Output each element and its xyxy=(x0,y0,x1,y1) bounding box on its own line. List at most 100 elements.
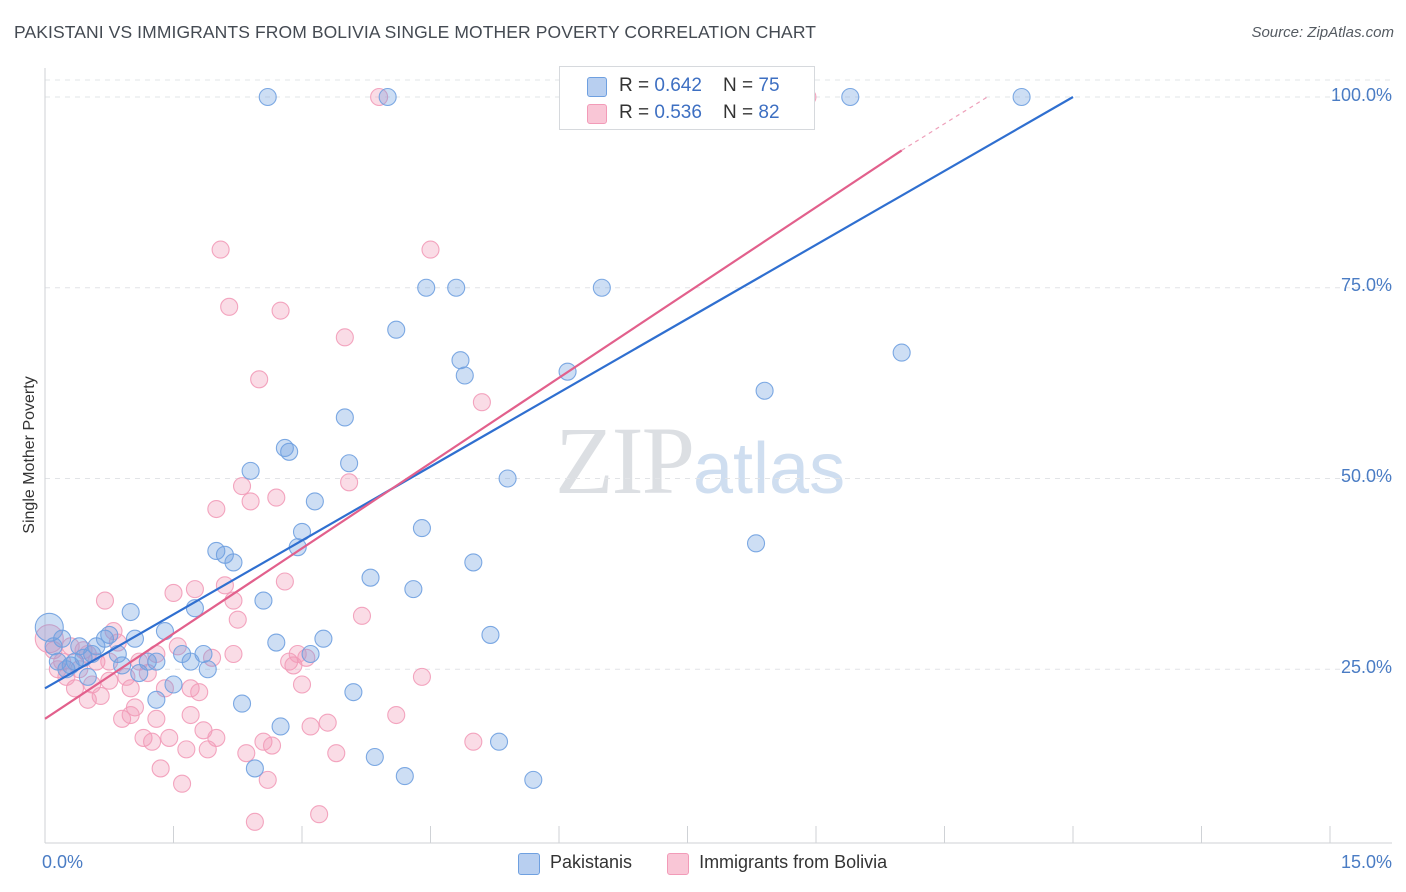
pakistanis-point xyxy=(207,541,226,561)
bolivia-point xyxy=(207,728,226,747)
bolivia-point xyxy=(181,705,200,725)
bolivia-point xyxy=(258,770,277,789)
series-pakistanis-points xyxy=(34,87,1031,789)
bolivia-point xyxy=(412,667,431,686)
pakistanis-point xyxy=(451,351,470,370)
bolivia-point xyxy=(271,301,290,320)
bolivia-point xyxy=(232,477,252,496)
bolivia-point xyxy=(190,683,209,702)
legend-r-label: R = xyxy=(619,75,655,96)
pakistanis-point xyxy=(387,320,406,339)
pakistanis-point xyxy=(34,612,64,642)
source-credit: Source: ZipAtlas.com xyxy=(1251,24,1394,41)
legend-swatch-bolivia xyxy=(587,104,607,124)
legend-n-value: 75 xyxy=(758,75,780,96)
legend-n-label: N = xyxy=(723,75,759,96)
pakistanis-point xyxy=(404,580,423,599)
legend-label-pakistanis: Pakistanis xyxy=(550,852,633,872)
pakistanis-point xyxy=(314,629,333,648)
pakistanis-point xyxy=(258,87,277,107)
bolivia-point xyxy=(301,717,320,736)
legend-label-bolivia: Immigrants from Bolivia xyxy=(699,852,888,872)
gridlines xyxy=(45,79,1392,670)
legend-item-bolivia[interactable]: Immigrants from Bolivia xyxy=(667,852,888,875)
bolivia-point xyxy=(335,328,354,347)
bolivia-point xyxy=(464,732,483,751)
bolivia-point xyxy=(292,675,312,694)
bolivia-point xyxy=(91,686,110,706)
pakistanis-point xyxy=(224,553,243,572)
pakistanis-point xyxy=(524,770,543,789)
pakistanis-point xyxy=(194,644,213,664)
bolivia-point xyxy=(267,488,286,507)
pakistanis-point xyxy=(344,683,363,702)
bolivia-point xyxy=(121,679,140,698)
pakistanis-point xyxy=(267,633,286,652)
bolivia-point xyxy=(318,713,337,732)
pakistanis-point xyxy=(301,644,320,664)
pakistanis-point xyxy=(1012,87,1031,107)
pakistanis-point xyxy=(280,442,299,461)
bolivia-point xyxy=(421,240,440,259)
pakistanis-point xyxy=(340,454,359,473)
watermark-zip: ZIP xyxy=(555,407,695,514)
bolivia-point xyxy=(352,606,372,625)
bolivia-point xyxy=(340,473,359,492)
pakistanis-point xyxy=(841,87,860,107)
pakistanis-point xyxy=(305,492,324,511)
pakistanis-point xyxy=(271,717,290,736)
legend-swatch-pakistanis xyxy=(587,77,607,97)
legend-swatch-pakistanis xyxy=(518,853,540,875)
y-axis-label: Single Mother Poverty xyxy=(21,376,38,534)
bolivia-point xyxy=(387,705,406,725)
watermark-atlas: atlas xyxy=(693,429,846,509)
bolivia-point xyxy=(147,709,166,728)
pakistanis-point xyxy=(378,87,397,107)
legend-item-pakistanis[interactable]: Pakistanis xyxy=(518,852,633,875)
bolivia-point xyxy=(203,648,222,667)
x-tick-label-min: 0.0% xyxy=(42,852,84,872)
chart-title: PAKISTANI VS IMMIGRANTS FROM BOLIVIA SIN… xyxy=(14,22,817,42)
pakistanis-point xyxy=(147,690,166,709)
legend-r-label: R = xyxy=(619,102,655,123)
bolivia-point xyxy=(262,736,282,755)
bolivia-point xyxy=(254,732,273,751)
trend-line-pakistanis xyxy=(44,96,1074,690)
pakistanis-point xyxy=(489,732,509,751)
pakistanis-point xyxy=(395,767,414,786)
bolivia-point xyxy=(185,580,204,599)
pakistanis-point xyxy=(155,622,174,641)
bolivia-point xyxy=(310,805,329,824)
y-tick-label-25: 25.0% xyxy=(1340,657,1392,677)
bolivia-point xyxy=(224,644,243,664)
pakistanis-point xyxy=(241,461,260,480)
stats-legend: R = 0.642 N = 75 R = 0.536 N = 82 xyxy=(559,66,815,130)
bolivia-point xyxy=(173,774,192,793)
pakistanis-point xyxy=(164,675,183,694)
series-legend: Pakistanis Immigrants from Bolivia xyxy=(518,852,917,875)
bolivia-point xyxy=(113,709,132,728)
legend-n-label: N = xyxy=(723,102,759,123)
bolivia-point xyxy=(275,572,294,591)
bolivia-point xyxy=(207,499,226,519)
legend-n-value: 82 xyxy=(758,102,780,123)
bolivia-point xyxy=(288,644,307,664)
pakistanis-point xyxy=(361,568,380,587)
legend-r-value: 0.642 xyxy=(654,75,702,96)
pakistanis-point xyxy=(78,667,97,686)
bolivia-point xyxy=(472,393,491,412)
legend-swatch-bolivia xyxy=(667,853,690,875)
bolivia-point xyxy=(245,812,264,831)
bolivia-point xyxy=(228,610,247,629)
pakistanis-point xyxy=(892,343,911,362)
pakistanis-point xyxy=(245,759,264,778)
pakistanis-point xyxy=(417,278,436,297)
pakistanis-point xyxy=(147,652,166,671)
bolivia-point xyxy=(181,679,200,698)
legend-r-value: 0.536 xyxy=(654,102,702,123)
pakistanis-point xyxy=(335,408,354,427)
y-tick-label-50: 50.0% xyxy=(1340,466,1392,486)
pakistanis-point xyxy=(481,625,500,644)
bolivia-point xyxy=(160,728,179,747)
